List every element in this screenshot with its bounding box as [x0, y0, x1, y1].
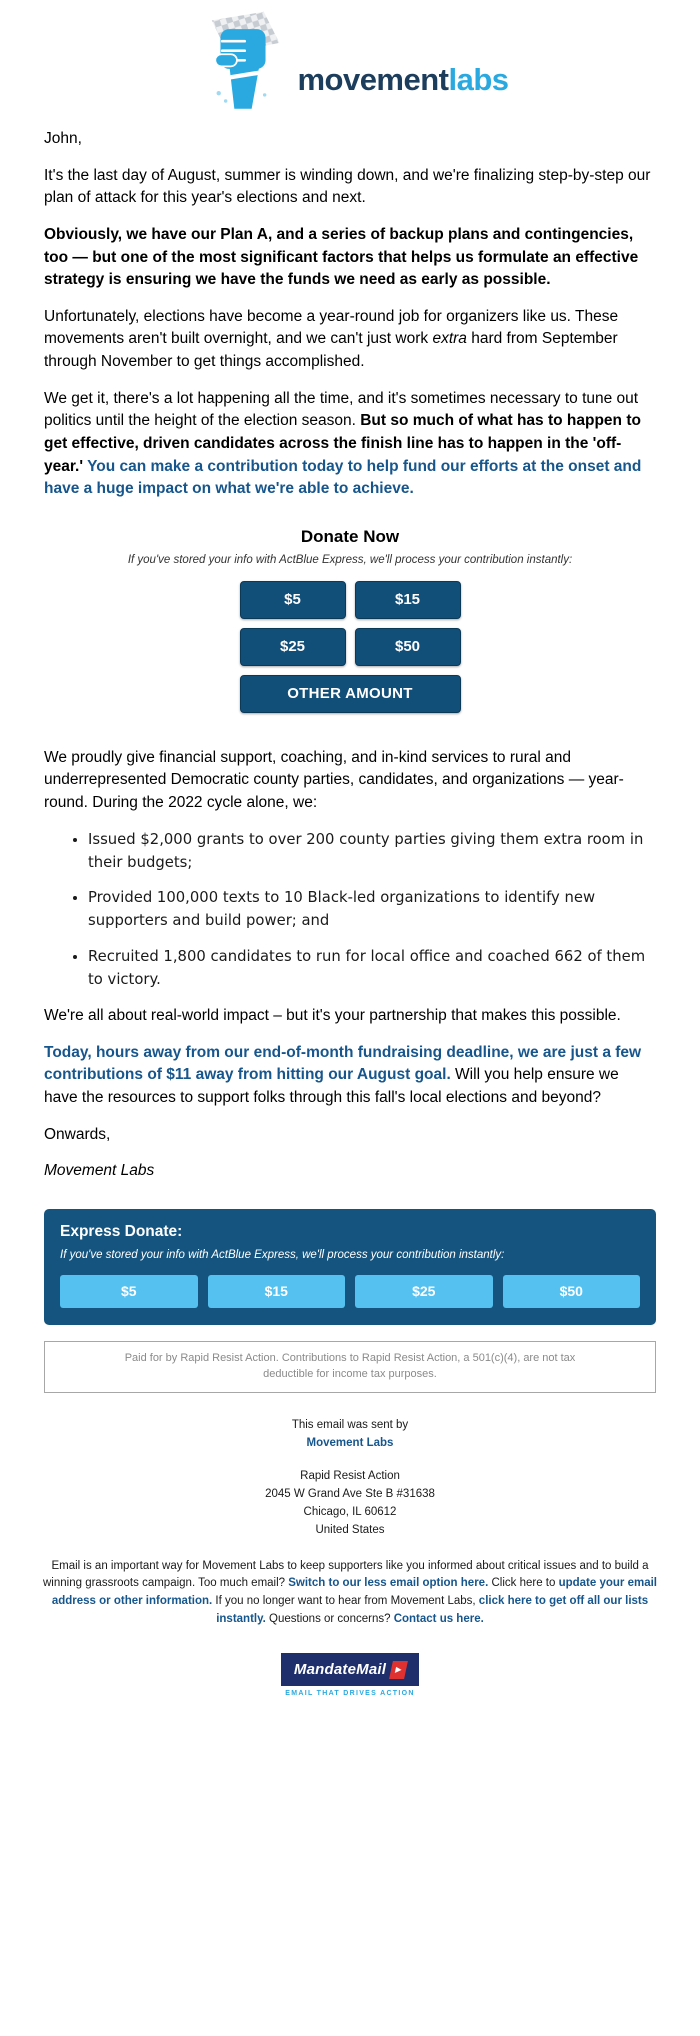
deadline-paragraph: Today, hours away from our end-of-month … [44, 1042, 656, 1110]
bold-segment: But so much of what has to happen to get… [44, 412, 641, 475]
update-info-link[interactable]: update your email address or other infor… [51, 1577, 657, 1608]
email-body-copy: John, It's the last day of August, summe… [0, 128, 700, 501]
contribution-link[interactable]: You can make a contribution today to hel… [44, 457, 642, 498]
intro-paragraph: It's the last day of August, summer is w… [44, 166, 651, 207]
email-body-copy-2: We proudly give financial support, coach… [0, 747, 700, 1183]
logo-wordmark: movementlabs [297, 62, 510, 114]
express-donate-instructions: If you've stored your info with ActBlue … [60, 1248, 505, 1261]
address-line: 2045 W Grand Ave Ste B #31638 [265, 1488, 435, 1501]
sent-by-text: This email was sent by [291, 1418, 409, 1431]
express-button-15[interactable]: $15 [207, 1274, 345, 1308]
list-item: Issued $2,000 grants to over 200 county … [88, 829, 656, 875]
address-line: Chicago, IL 60612 [303, 1506, 397, 1519]
unsubscribe-link[interactable]: click here to get off all our lists inst… [216, 1595, 649, 1626]
italic-extra: extra [432, 330, 467, 348]
mandatemail-arrow-icon: ▶ [389, 1660, 409, 1679]
impact-paragraph: We're all about real-world impact – but … [44, 1007, 621, 1025]
text-segment: hard from September through November to … [44, 330, 618, 370]
donate-button-25[interactable]: $25 [239, 627, 346, 666]
address-line: United States [315, 1523, 385, 1536]
donate-instructions: If you've stored your info with ActBlue … [127, 553, 573, 566]
express-button-row: $5 $15 $25 $50 [60, 1274, 640, 1308]
contact-link[interactable]: Contact us here. [393, 1613, 484, 1626]
express-button-50[interactable]: $50 [502, 1274, 640, 1308]
list-item: Provided 100,000 texts to 10 Black-led o… [88, 887, 656, 933]
donate-button-50[interactable]: $50 [354, 627, 461, 666]
mandatemail-wordmark: MandateMail [293, 1660, 387, 1678]
donate-button-5[interactable]: $5 [239, 580, 346, 619]
email-footer: This email was sent by Movement Labs Rap… [0, 1417, 700, 1702]
donate-section: Donate Now If you've stored your info wi… [0, 527, 700, 713]
fist-flag-icon [212, 11, 280, 109]
express-donate-box: Express Donate: If you've stored your in… [44, 1208, 656, 1325]
support-paragraph: We proudly give financial support, coach… [44, 748, 624, 811]
goal-link[interactable]: Today, hours away from our end-of-month … [44, 1043, 642, 1084]
logo-word-movement: movement [297, 62, 449, 97]
text-segment: Will you help ensure we have the resourc… [44, 1066, 619, 1107]
express-donate-title: Express Donate: [60, 1222, 183, 1240]
donate-button-other[interactable]: OTHER AMOUNT [239, 674, 461, 713]
fine-print-paragraph: Email is an important way for Movement L… [0, 1558, 700, 1629]
email-page: movementlabs John, It's the last day of … [0, 0, 700, 1736]
signature: Movement Labs [44, 1162, 155, 1180]
year-round-paragraph: Unfortunately, elections have become a y… [44, 306, 656, 374]
movement-labs-link[interactable]: Movement Labs [306, 1436, 394, 1449]
text-segment: If you no longer want to hear from Movem… [212, 1595, 479, 1608]
text-segment: Questions or concerns? [265, 1613, 394, 1626]
movement-labs-logo[interactable]: movementlabs [0, 0, 700, 114]
list-item: Recruited 1,800 candidates to run for lo… [88, 946, 656, 992]
text-segment: Click here to [488, 1577, 559, 1590]
accomplishments-list: Issued $2,000 grants to over 200 county … [44, 829, 656, 993]
text-segment: We get it, there's a lot happening all t… [44, 389, 639, 430]
mandatemail-logo[interactable]: MandateMail ▶ EMAIL THAT DRIVES ACTION [281, 1652, 419, 1700]
bold-paragraph: Obviously, we have our Plan A, and a ser… [44, 225, 639, 289]
text-segment: Email is an important way for Movement L… [43, 1559, 649, 1590]
donate-button-15[interactable]: $15 [354, 580, 461, 619]
address-line: Rapid Resist Action [300, 1470, 400, 1483]
greeting: John, [44, 130, 82, 147]
mandatemail-tagline: EMAIL THAT DRIVES ACTION [285, 1690, 415, 1698]
express-button-25[interactable]: $25 [355, 1274, 493, 1308]
logo-word-labs: labs [448, 62, 510, 97]
mandatemail-bar: MandateMail ▶ [281, 1652, 419, 1687]
express-button-5[interactable]: $5 [60, 1274, 198, 1308]
off-year-paragraph: We get it, there's a lot happening all t… [44, 388, 656, 501]
donate-title: Donate Now [300, 526, 400, 546]
less-email-link[interactable]: Switch to our less email option here. [288, 1577, 489, 1590]
paid-for-disclaimer: Paid for by Rapid Resist Action. Contrib… [44, 1340, 656, 1393]
address-block: Rapid Resist Action 2045 W Grand Ave Ste… [0, 1468, 700, 1539]
text-segment: Unfortunately, elections have become a y… [44, 307, 619, 348]
donate-button-grid: $5 $15 $25 $50 OTHER AMOUNT [239, 580, 461, 713]
closing: Onwards, [44, 1125, 111, 1143]
sent-by-block: This email was sent by Movement Labs [0, 1417, 700, 1453]
